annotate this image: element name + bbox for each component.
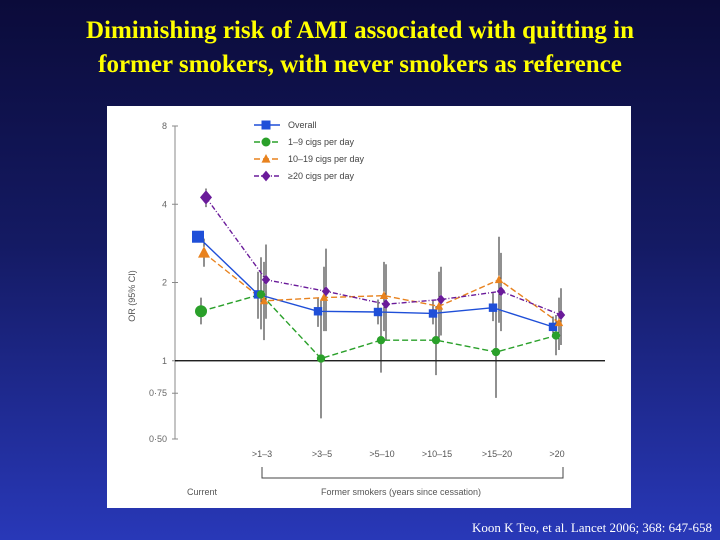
- x-tick-label: >20: [549, 449, 564, 459]
- x-tick-label: >10–15: [422, 449, 452, 459]
- data-point-circle: [431, 335, 441, 345]
- y-tick-label: 2: [162, 278, 167, 288]
- data-point-diamond: [436, 294, 446, 305]
- data-point-square: [313, 307, 323, 316]
- data-point-triangle: [198, 246, 210, 258]
- legend-label: Overall: [288, 120, 317, 130]
- data-point-square: [548, 322, 558, 332]
- slide-title: Diminishing risk of AMI associated with …: [0, 14, 720, 82]
- data-point-diamond: [321, 286, 331, 297]
- or-line-chart: 8 4 2 1 0·75 0·50 OR (95% CI) Current >1–3 >3–5 >5…: [127, 120, 605, 497]
- data-point-triangle: [319, 292, 329, 301]
- data-point-circle: [261, 137, 271, 147]
- data-point-circle: [195, 305, 207, 318]
- slide-title-line-1: Diminishing risk of AMI associated with …: [85, 17, 634, 44]
- data-point-triangle: [259, 296, 269, 305]
- citation: Koon K Teo, et al. Lancet 2006; 368: 647…: [471, 520, 712, 535]
- data-point-square: [488, 303, 498, 312]
- y-tick-label: 0·50: [149, 434, 167, 444]
- data-point-diamond: [200, 190, 212, 205]
- chart-panel: 8 4 2 1 0·75 0·50 OR (95% CI) Current >1–3 >3–5 >5…: [107, 106, 631, 508]
- data-point-circle: [491, 347, 501, 357]
- legend-label: ≥20 cigs per day: [288, 171, 354, 181]
- data-point-square: [192, 230, 204, 243]
- data-point-diamond: [496, 286, 506, 297]
- data-point-diamond: [261, 170, 271, 182]
- data-point-diamond: [381, 299, 391, 310]
- y-tick-label: 4: [162, 199, 167, 209]
- x-axis-group-label: Former smokers (years since cessation): [321, 487, 481, 497]
- data-point-triangle: [379, 291, 389, 300]
- data-point-circle: [551, 331, 561, 340]
- x-tick-label: >15–20: [482, 449, 512, 459]
- data-point-circle: [316, 354, 326, 363]
- data-point-square: [373, 307, 383, 317]
- x-tick-label: >5–10: [369, 449, 394, 459]
- y-axis-label: OR (95% CI): [127, 270, 137, 322]
- x-tick-label: >3–5: [312, 449, 332, 459]
- legend-label: 10–19 cigs per day: [288, 154, 365, 164]
- legend-label: 1–9 cigs per day: [288, 137, 355, 147]
- data-point-diamond: [556, 309, 566, 321]
- data-point-triangle: [554, 318, 564, 327]
- y-tick-label: 0·75: [149, 388, 167, 398]
- data-point-triangle: [434, 301, 444, 310]
- data-point-triangle: [261, 154, 271, 163]
- slide-title-line-2: former smokers, with never smokers as re…: [98, 51, 622, 78]
- y-tick-label: 1: [162, 356, 167, 366]
- data-point-square: [428, 309, 438, 318]
- x-tick-label: Current: [187, 487, 218, 497]
- y-tick-label: 8: [162, 121, 167, 131]
- x-tick-label: >1–3: [252, 449, 272, 459]
- data-point-triangle: [494, 275, 504, 284]
- data-point-square: [261, 120, 271, 130]
- data-point-circle: [376, 335, 386, 345]
- former-smokers-bracket: [261, 467, 564, 479]
- data-point-diamond: [261, 274, 271, 285]
- data-point-circle: [256, 290, 266, 299]
